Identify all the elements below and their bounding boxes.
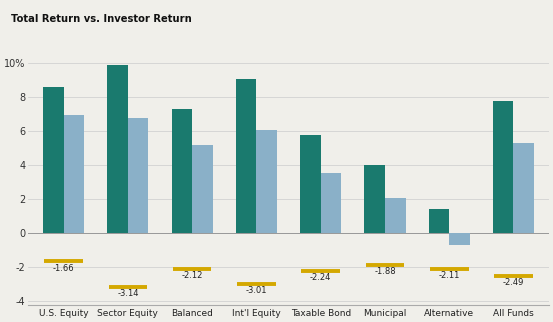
Bar — [128, 118, 149, 233]
Bar — [107, 65, 128, 233]
Bar — [192, 145, 213, 233]
Bar — [429, 209, 449, 233]
Bar — [300, 135, 321, 233]
Bar — [257, 130, 277, 233]
Bar — [64, 115, 84, 233]
Text: -3.01: -3.01 — [246, 287, 267, 296]
Bar — [493, 100, 514, 233]
Text: Total Return vs. Investor Return: Total Return vs. Investor Return — [11, 14, 192, 24]
Bar — [171, 109, 192, 233]
Bar — [449, 233, 470, 245]
Bar — [43, 87, 64, 233]
Text: -2.11: -2.11 — [439, 271, 460, 280]
Bar — [385, 198, 405, 233]
Text: -2.49: -2.49 — [503, 278, 524, 287]
Text: -2.12: -2.12 — [181, 271, 203, 280]
Text: -1.66: -1.66 — [53, 263, 75, 272]
Text: -3.14: -3.14 — [117, 289, 139, 298]
Bar — [514, 143, 534, 233]
Text: -2.24: -2.24 — [310, 273, 331, 282]
Bar — [321, 173, 341, 233]
Bar — [236, 79, 257, 233]
Text: -1.88: -1.88 — [374, 267, 396, 276]
Bar — [364, 165, 385, 233]
